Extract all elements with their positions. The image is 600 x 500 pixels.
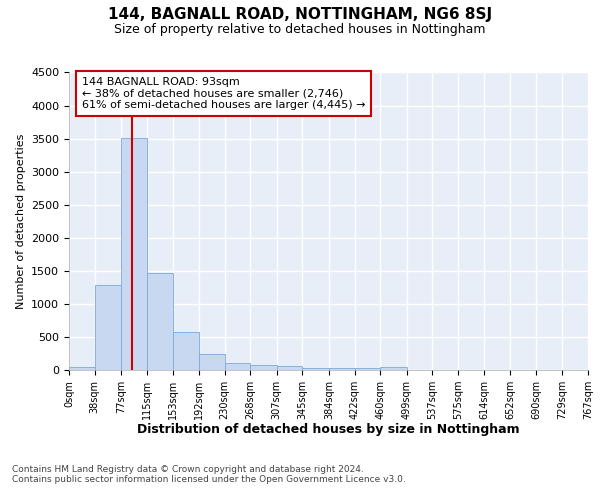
Text: Size of property relative to detached houses in Nottingham: Size of property relative to detached ho… — [114, 22, 486, 36]
Bar — [277, 366, 302, 370]
Y-axis label: Number of detached properties: Number of detached properties — [16, 134, 26, 309]
Bar — [147, 274, 173, 370]
Bar — [121, 138, 147, 370]
Bar — [355, 368, 380, 370]
Bar — [302, 368, 329, 370]
Bar — [329, 368, 355, 370]
Bar — [224, 362, 250, 370]
Bar — [69, 368, 95, 370]
Bar — [380, 366, 407, 370]
Bar — [250, 364, 277, 370]
Bar — [95, 286, 121, 370]
Bar — [199, 354, 224, 370]
Text: 144, BAGNALL ROAD, NOTTINGHAM, NG6 8SJ: 144, BAGNALL ROAD, NOTTINGHAM, NG6 8SJ — [108, 8, 492, 22]
Text: Contains HM Land Registry data © Crown copyright and database right 2024.: Contains HM Land Registry data © Crown c… — [12, 465, 364, 474]
Text: 144 BAGNALL ROAD: 93sqm
← 38% of detached houses are smaller (2,746)
61% of semi: 144 BAGNALL ROAD: 93sqm ← 38% of detache… — [82, 77, 365, 110]
Bar — [173, 332, 199, 370]
Text: Contains public sector information licensed under the Open Government Licence v3: Contains public sector information licen… — [12, 475, 406, 484]
Text: Distribution of detached houses by size in Nottingham: Distribution of detached houses by size … — [137, 422, 520, 436]
